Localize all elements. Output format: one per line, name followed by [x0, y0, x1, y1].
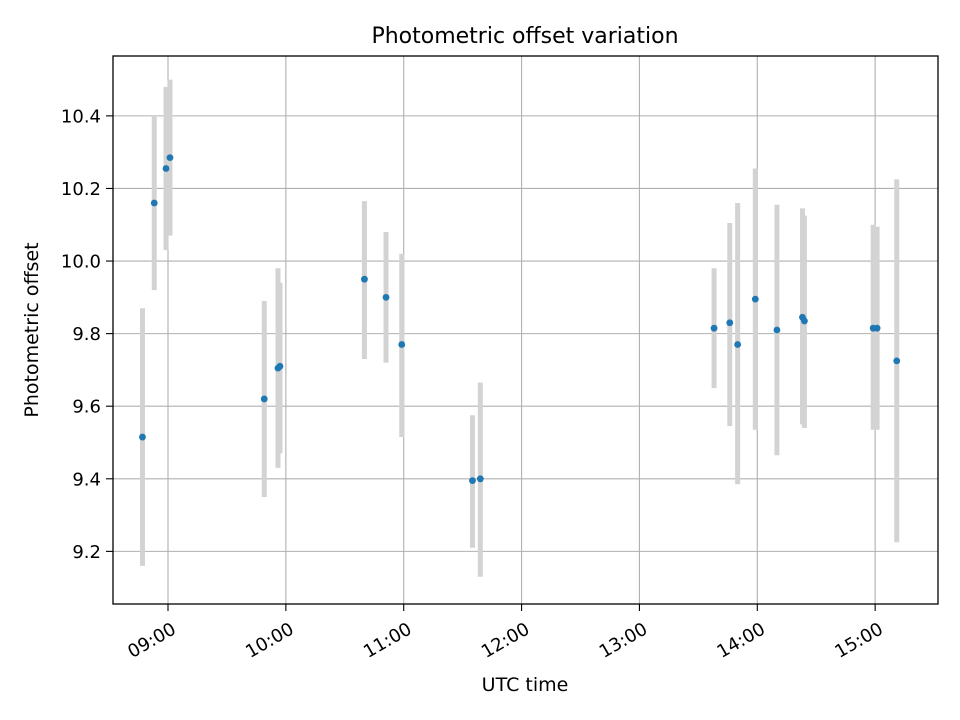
- data-point: [893, 357, 901, 365]
- data-point: [361, 275, 368, 283]
- data-point: [710, 324, 718, 332]
- y-axis-label: Photometric offset: [21, 242, 43, 417]
- data-point: [469, 477, 476, 485]
- data-point: [873, 324, 881, 332]
- data-point: [276, 362, 284, 370]
- data-point: [773, 326, 781, 334]
- y-tick-label: 9.4: [72, 469, 101, 490]
- y-tick-label: 9.6: [72, 397, 101, 418]
- data-point: [751, 295, 759, 303]
- plot-frame: [112, 55, 939, 605]
- data-point: [260, 395, 268, 403]
- y-tick-label: 9.2: [72, 542, 101, 563]
- data-point: [476, 475, 484, 483]
- data-points: [139, 154, 901, 485]
- data-point: [139, 433, 146, 441]
- data-point: [162, 165, 170, 172]
- y-tick-label: 10.2: [61, 179, 101, 200]
- x-axis-label: UTC time: [482, 674, 569, 696]
- data-point: [150, 199, 158, 207]
- chart-title: Photometric offset variation: [371, 24, 678, 49]
- y-tick-label: 9.8: [72, 324, 101, 345]
- data-point: [801, 317, 808, 325]
- data-point: [726, 319, 734, 327]
- y-tick-label: 10.0: [61, 252, 101, 273]
- y-axis-ticks: 9.2 9.4 9.6 9.8 10.0 10.2 10.4: [61, 106, 113, 563]
- data-point: [398, 341, 406, 348]
- data-point: [166, 154, 174, 162]
- data-point: [734, 341, 742, 348]
- y-tick-label: 10.4: [61, 106, 101, 127]
- data-point: [382, 293, 390, 301]
